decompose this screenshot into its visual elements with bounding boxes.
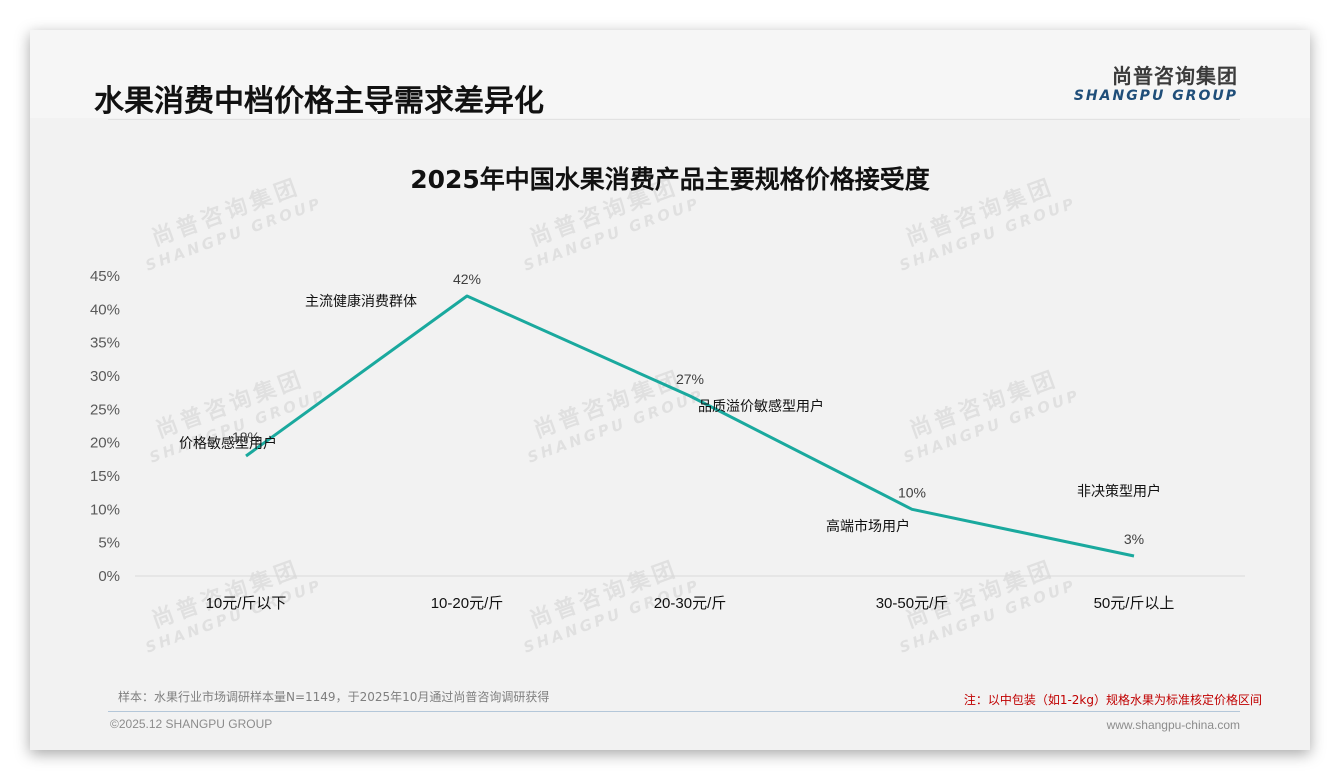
segment-annotation: 非决策型用户 [1077,483,1161,500]
page-title: 水果消费中档价格主导需求差异化 [94,84,544,119]
x-tick-label: 30-50元/斤 [876,595,949,612]
segment-annotation: 高端市场用户 [826,518,910,535]
data-label: 10% [898,484,926,500]
slide: 水果消费中档价格主导需求差异化 尚普咨询集团 SHANGPU GROUP 尚普咨… [30,30,1310,750]
source-note: 样本：水果行业市场调研样本量N=1149，于2025年10月通过尚普咨询调研获得 [118,690,550,704]
x-tick-label: 10元/斤以下 [206,595,287,612]
x-axis: 10元/斤以下 10-20元/斤 20-30元/斤 30-50元/斤 50元/斤以上 [206,595,1175,612]
y-tick-label: 5% [98,535,120,552]
logo-cn-text: 尚普咨询集团 [1112,64,1238,88]
chart-title: 2025年中国水果消费产品主要规格价格接受度 [410,165,930,194]
data-label: 42% [453,271,481,287]
title-divider [108,119,1240,120]
y-tick-label: 10% [90,501,120,518]
segment-annotation: 品质溢价敏感型用户 [698,398,824,415]
copyright: ©2025.12 SHANGPU GROUP [110,717,273,731]
y-axis: 0% 5% 10% 15% 20% 25% 30% 35% 40% 45% [90,268,120,585]
series-line [245,294,1135,558]
line-chart: 0% 5% 10% 15% 20% 25% 30% 35% 40% 45% 10元/斤以下 10-2… [90,268,1245,612]
website-link[interactable]: www.shangpu-china.com [1106,718,1240,732]
y-tick-label: 20% [90,435,120,452]
y-tick-label: 25% [90,401,120,418]
footer-divider [108,711,1240,712]
data-label: 3% [1124,531,1144,547]
segment-annotation: 主流健康消费群体 [305,293,417,310]
x-tick-label: 50元/斤以上 [1094,595,1175,612]
footnote: 注：以中包装（如1-2kg）规格水果为标准核定价格区间 [963,693,1262,707]
header-band [30,30,1310,118]
y-tick-label: 0% [98,568,120,585]
y-tick-label: 15% [90,468,120,485]
x-tick-label: 20-30元/斤 [654,595,727,612]
data-label: 27% [676,371,704,387]
segment-annotation: 价格敏感型用户 [179,435,277,452]
company-logo: 尚普咨询集团 SHANGPU GROUP [1074,64,1238,104]
x-tick-label: 10-20元/斤 [431,595,504,612]
data-labels: 18% 42% 27% 10% 3% [232,271,1144,547]
y-tick-label: 30% [90,368,120,385]
data-label: 18% [232,429,260,445]
logo-en-text: SHANGPU GROUP [1073,88,1238,104]
y-tick-label: 35% [90,335,120,352]
y-tick-label: 40% [90,301,120,318]
y-tick-label: 45% [90,268,120,285]
